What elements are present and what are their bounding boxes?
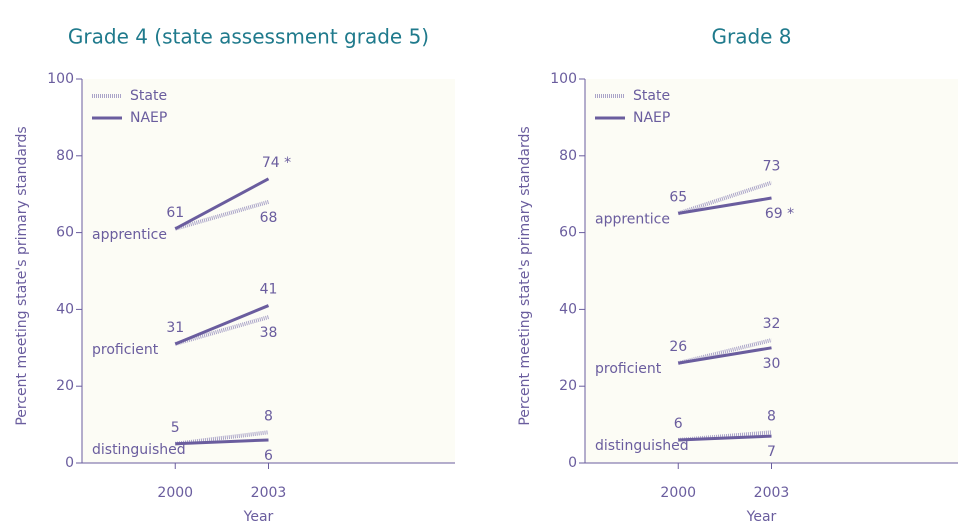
y-tick-label: 20 [56, 378, 74, 394]
series-line [174, 199, 270, 231]
y-axis-label: Percent meeting state's primary standard… [517, 126, 533, 425]
data-label: 30 [763, 356, 781, 372]
level-label: distinguished [595, 438, 689, 454]
y-tick-label: 20 [559, 378, 577, 394]
data-label: 68 [260, 210, 278, 226]
y-tick-label: 80 [56, 148, 74, 164]
data-label: 32 [763, 316, 781, 332]
level-label: distinguished [92, 442, 186, 458]
data-label: 73 [763, 159, 781, 175]
data-label: 5 [171, 420, 180, 436]
series-line [174, 177, 270, 231]
series-line [678, 434, 772, 442]
y-tick-label: 100 [47, 71, 74, 87]
data-label: 26 [669, 339, 687, 355]
data-label: 8 [767, 408, 776, 424]
data-label: 8 [264, 408, 273, 424]
data-label: 74 * [262, 155, 291, 171]
data-label: 38 [260, 325, 278, 341]
x-tick-label: 2000 [157, 485, 193, 501]
y-tick-label: 0 [568, 455, 577, 471]
y-tick-label: 0 [65, 455, 74, 471]
data-label: 69 * [765, 206, 794, 222]
level-label: proficient [92, 342, 159, 358]
plot-area [585, 79, 958, 463]
series-line [174, 304, 270, 346]
series-line [677, 180, 773, 216]
data-label: 7 [767, 444, 776, 460]
chart-title: Grade 4 (state assessment grade 5) [68, 25, 429, 49]
plot-area [82, 79, 455, 463]
data-label: 41 [260, 282, 278, 298]
data-label: 6 [674, 416, 683, 432]
x-tick-label: 2000 [660, 485, 696, 501]
legend-label: State [633, 88, 670, 104]
level-label: apprentice [595, 211, 670, 227]
x-axis-label: Year [243, 509, 274, 525]
y-tick-label: 80 [559, 148, 577, 164]
y-tick-label: 60 [56, 225, 74, 241]
y-tick-label: 40 [559, 301, 577, 317]
legend-label: NAEP [130, 110, 167, 126]
data-label: 65 [669, 189, 687, 205]
data-label: 61 [166, 205, 184, 221]
y-tick-label: 40 [56, 301, 74, 317]
y-tick-label: 60 [559, 225, 577, 241]
data-label: 31 [166, 320, 184, 336]
x-tick-label: 2003 [251, 485, 287, 501]
series-line [175, 430, 269, 446]
series-line [678, 196, 772, 215]
chart-title: Grade 8 [711, 25, 791, 49]
data-label: 6 [264, 448, 273, 464]
legend-label: NAEP [633, 110, 670, 126]
legend-label: State [130, 88, 167, 104]
series-line [174, 315, 270, 346]
level-label: apprentice [92, 227, 167, 243]
x-tick-label: 2003 [754, 485, 790, 501]
x-axis-label: Year [746, 509, 777, 525]
series-line [678, 346, 772, 365]
y-tick-label: 100 [550, 71, 577, 87]
series-line [678, 430, 772, 442]
series-line [175, 438, 269, 446]
y-axis-label: Percent meeting state's primary standard… [14, 126, 30, 425]
level-label: proficient [595, 361, 662, 377]
